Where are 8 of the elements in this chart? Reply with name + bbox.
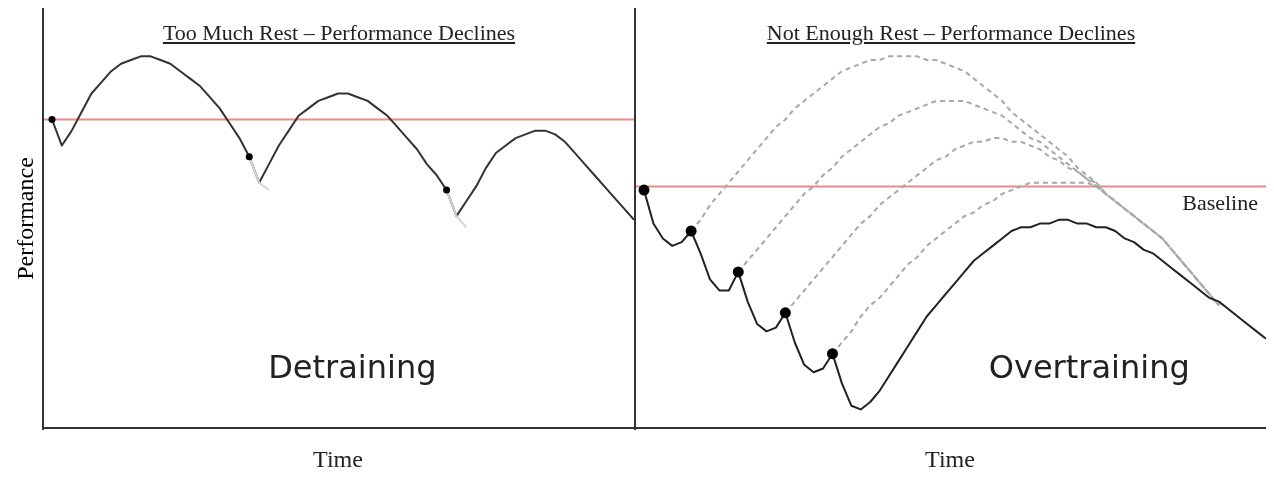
annotation: Overtraining: [988, 348, 1190, 386]
chart-title: Too Much Rest – Performance Declines: [161, 20, 517, 46]
x-axis-title: Time: [312, 446, 364, 473]
y-axis-title: Performance: [11, 156, 39, 280]
ref-line-label: Baseline: [1182, 190, 1258, 216]
chart-title: Not Enough Rest – Performance Declines: [765, 20, 1137, 46]
annotation: Detraining: [268, 348, 437, 386]
x-axis-title: Time: [924, 446, 976, 473]
